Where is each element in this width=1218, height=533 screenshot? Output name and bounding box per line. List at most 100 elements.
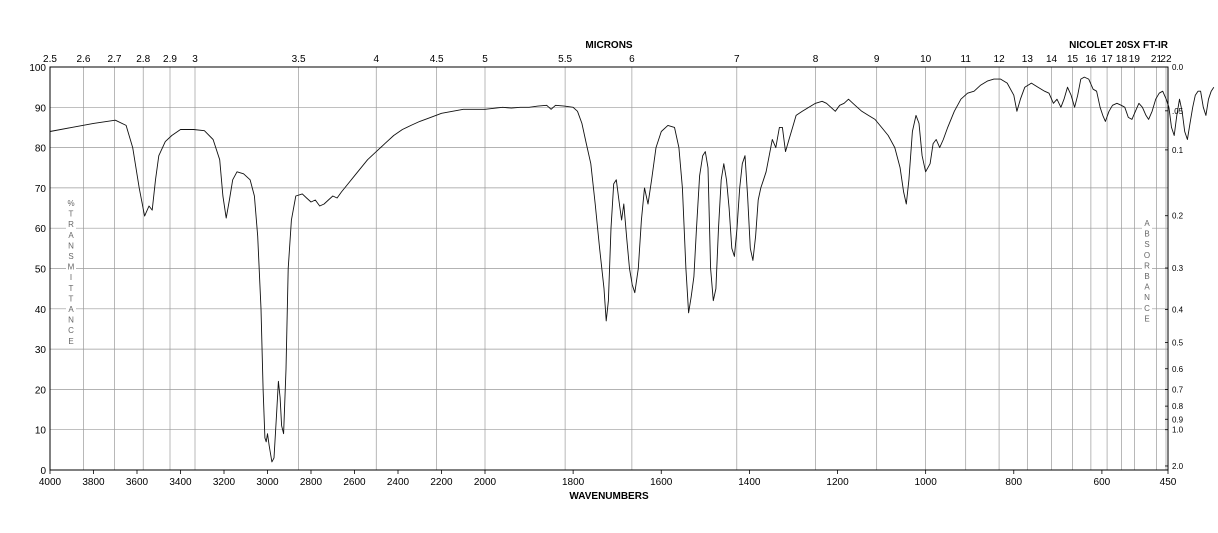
transmittance-series-line [49, 76, 1215, 463]
y-axis-title-right-letter: N [1144, 293, 1150, 302]
y-axis-title-left-letter: T [69, 284, 74, 293]
y-tick-label: 40 [35, 305, 47, 316]
micron-tick-label: 10 [920, 54, 932, 65]
micron-tick-label: 5 [482, 54, 488, 65]
x-tick-label: 3400 [169, 477, 192, 488]
y-tick-label: 20 [35, 385, 47, 396]
y-axis-title-left-letter: N [68, 316, 74, 325]
x-tick-label: 2000 [474, 477, 497, 488]
y-axis-title-left-backdrop [66, 196, 76, 349]
x-tick-label: 3800 [82, 477, 105, 488]
absorbance-tick-label: 0.4 [1172, 306, 1184, 315]
x-tick-label: 800 [1005, 477, 1022, 488]
y-axis-title-left-letter: T [69, 210, 74, 219]
micron-tick-label: 15 [1067, 54, 1079, 65]
y-tick-label: 30 [35, 345, 47, 356]
absorbance-tick-label: .05 [1172, 107, 1184, 116]
micron-tick-label: 4.5 [430, 54, 444, 65]
x-tick-label: 3600 [126, 477, 149, 488]
micron-tick-label: 2.9 [163, 54, 177, 65]
x-tick-label: 3000 [256, 477, 279, 488]
absorbance-tick-label: 0.6 [1172, 365, 1184, 374]
micron-tick-label: 2.5 [43, 54, 57, 65]
absorbance-tick-label: 0.1 [1172, 146, 1184, 155]
micron-tick-label: 17 [1102, 54, 1114, 65]
y-axis-title-right-letter: E [1144, 314, 1149, 323]
absorbance-tick-label: 0.8 [1172, 402, 1184, 411]
y-axis-title-left-letter: % [67, 199, 74, 208]
y-tick-label: 0 [40, 466, 46, 477]
micron-tick-label: 4 [373, 54, 379, 65]
y-axis-title-left-letter: E [68, 337, 73, 346]
y-axis-title-right-letter: S [1144, 240, 1149, 249]
absorbance-tick-label: 0.3 [1172, 264, 1184, 273]
micron-tick-label: 5.5 [558, 54, 572, 65]
micron-tick-label: 2.7 [107, 54, 121, 65]
y-axis-title-right-letter: A [1144, 283, 1150, 292]
y-axis-title-left-letter: R [68, 220, 74, 229]
x-tick-label: 2400 [387, 477, 410, 488]
grid-layer [49, 66, 1169, 474]
micron-tick-label: 19 [1129, 54, 1141, 65]
y-axis-title-left-letter: A [68, 231, 74, 240]
micron-tick-label: 2.8 [136, 54, 150, 65]
y-axis-title-right-letter: A [1144, 219, 1150, 228]
y-tick-label: 90 [35, 103, 47, 114]
micron-tick-label: 14 [1046, 54, 1058, 65]
y-axis-title-right-letter: R [1144, 261, 1150, 270]
micron-tick-label: 7 [734, 54, 740, 65]
x-tick-label: 2600 [343, 477, 366, 488]
absorbance-tick-label: 0.9 [1172, 415, 1184, 424]
absorbance-tick-label: 0.5 [1172, 339, 1184, 348]
micron-tick-label: 8 [813, 54, 819, 65]
x-tick-label: 600 [1094, 477, 1111, 488]
micron-tick-label: 3.5 [292, 54, 306, 65]
x-tick-label: 3200 [213, 477, 236, 488]
y-axis-title-right-letter: B [1144, 272, 1149, 281]
y-axis-title-left-letter: I [70, 273, 72, 282]
top-axis-title: MICRONS [585, 40, 633, 51]
y-tick-label: 10 [35, 426, 47, 437]
micron-tick-label: 2.6 [77, 54, 91, 65]
plot-frame [49, 66, 1169, 471]
micron-tick-label: 21 [1151, 54, 1163, 65]
series-layer [49, 76, 1215, 463]
absorbance-tick-label: 2.0 [1172, 462, 1184, 471]
micron-tick-label: 13 [1022, 54, 1034, 65]
y-axis-title-right-letter: C [1144, 304, 1150, 313]
y-axis-title-left-letter: C [68, 326, 74, 335]
x-tick-label: 1400 [738, 477, 761, 488]
y-tick-label: 60 [35, 224, 47, 235]
y-axis-title-left-letter: T [69, 294, 74, 303]
absorbance-tick-label: 0.0 [1172, 63, 1184, 72]
y-axis-title-left-letter: S [68, 252, 73, 261]
absorbance-tick-label: 0.7 [1172, 386, 1184, 395]
micron-tick-label: 22 [1160, 54, 1172, 65]
y-axis-title-left-letter: A [68, 305, 74, 314]
micron-tick-label: 9 [874, 54, 880, 65]
micron-tick-label: 16 [1085, 54, 1097, 65]
x-tick-label: 1200 [826, 477, 849, 488]
x-tick-label: 2200 [430, 477, 453, 488]
micron-tick-label: 18 [1116, 54, 1128, 65]
y-axis-title-right-backdrop [1142, 216, 1152, 326]
micron-tick-label: 11 [961, 54, 972, 65]
absorbance-tick-label: 0.2 [1172, 212, 1184, 221]
x-tick-label: 2800 [300, 477, 323, 488]
y-axis-title-right-letter: B [1144, 230, 1149, 239]
y-tick-label: 80 [35, 144, 47, 155]
y-axis-title-left-letter: N [68, 241, 74, 250]
y-axis-title-right-letter: O [1144, 251, 1150, 260]
x-tick-label: 450 [1160, 477, 1177, 488]
micron-tick-label: 12 [994, 54, 1006, 65]
micron-tick-label: 3 [192, 54, 198, 65]
x-tick-label: 1000 [915, 477, 938, 488]
micron-tick-label: 6 [629, 54, 635, 65]
y-tick-label: 50 [35, 265, 47, 276]
y-tick-label: 70 [35, 184, 47, 195]
